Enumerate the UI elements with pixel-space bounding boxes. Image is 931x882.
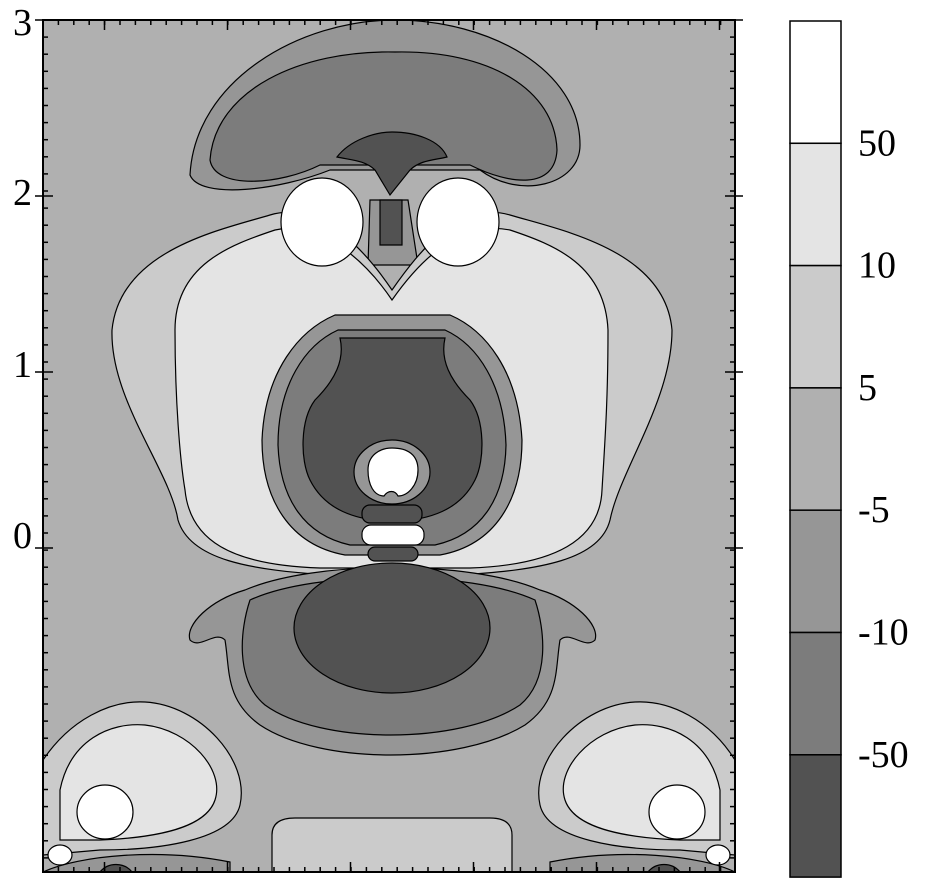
contour-region-lower-core: [293, 562, 491, 694]
colorbar-swatch: [789, 754, 842, 878]
contour-region-neck-core: [379, 199, 403, 246]
contour-region-bottom-left-corner: [47, 844, 73, 866]
colorbar-label: 10: [858, 245, 896, 287]
contour-region-band-white: [361, 524, 425, 546]
contour-region-bottom-block: [271, 817, 513, 872]
colorbar-labels: 50 10 5 -5 -10 -50: [858, 122, 909, 776]
colorbar-swatch: [789, 631, 842, 756]
contour-region-bottom-right-white: [648, 784, 706, 840]
contour-region-top-right-lobe: [416, 177, 500, 267]
y-tick-label: 3: [13, 2, 32, 44]
contour-region-bottom-right-corner: [705, 844, 731, 866]
colorbar-swatch: [789, 387, 842, 511]
colorbar-label: -5: [858, 489, 890, 531]
contour-region-band-lower: [367, 546, 419, 562]
axis-ticks: [35, 19, 743, 872]
y-tick-label: 0: [13, 515, 32, 557]
plot-frame: [42, 19, 736, 873]
colorbar-label: 5: [858, 367, 877, 409]
contour-region-center-white: [367, 447, 419, 497]
contour-region-top-cap-inner: [209, 51, 558, 182]
contour-field: [43, 20, 735, 872]
y-tick-label: 1: [13, 344, 32, 386]
colorbar-swatch: [789, 264, 842, 389]
colorbar: [789, 20, 842, 878]
colorbar-swatch: [789, 142, 842, 267]
colorbar-swatch: [789, 20, 842, 145]
colorbar-label: -50: [858, 734, 909, 776]
colorbar-label: 50: [858, 122, 896, 164]
contour-region-top-left-lobe: [280, 177, 364, 267]
y-tick-label: 2: [13, 172, 32, 214]
colorbar-label: -10: [858, 612, 909, 654]
contour-region-top-cap-core: [335, 131, 448, 197]
contour-region-bottom-left-white: [76, 784, 134, 840]
colorbar-swatch: [789, 509, 842, 634]
contour-region-band-upper: [361, 504, 423, 524]
